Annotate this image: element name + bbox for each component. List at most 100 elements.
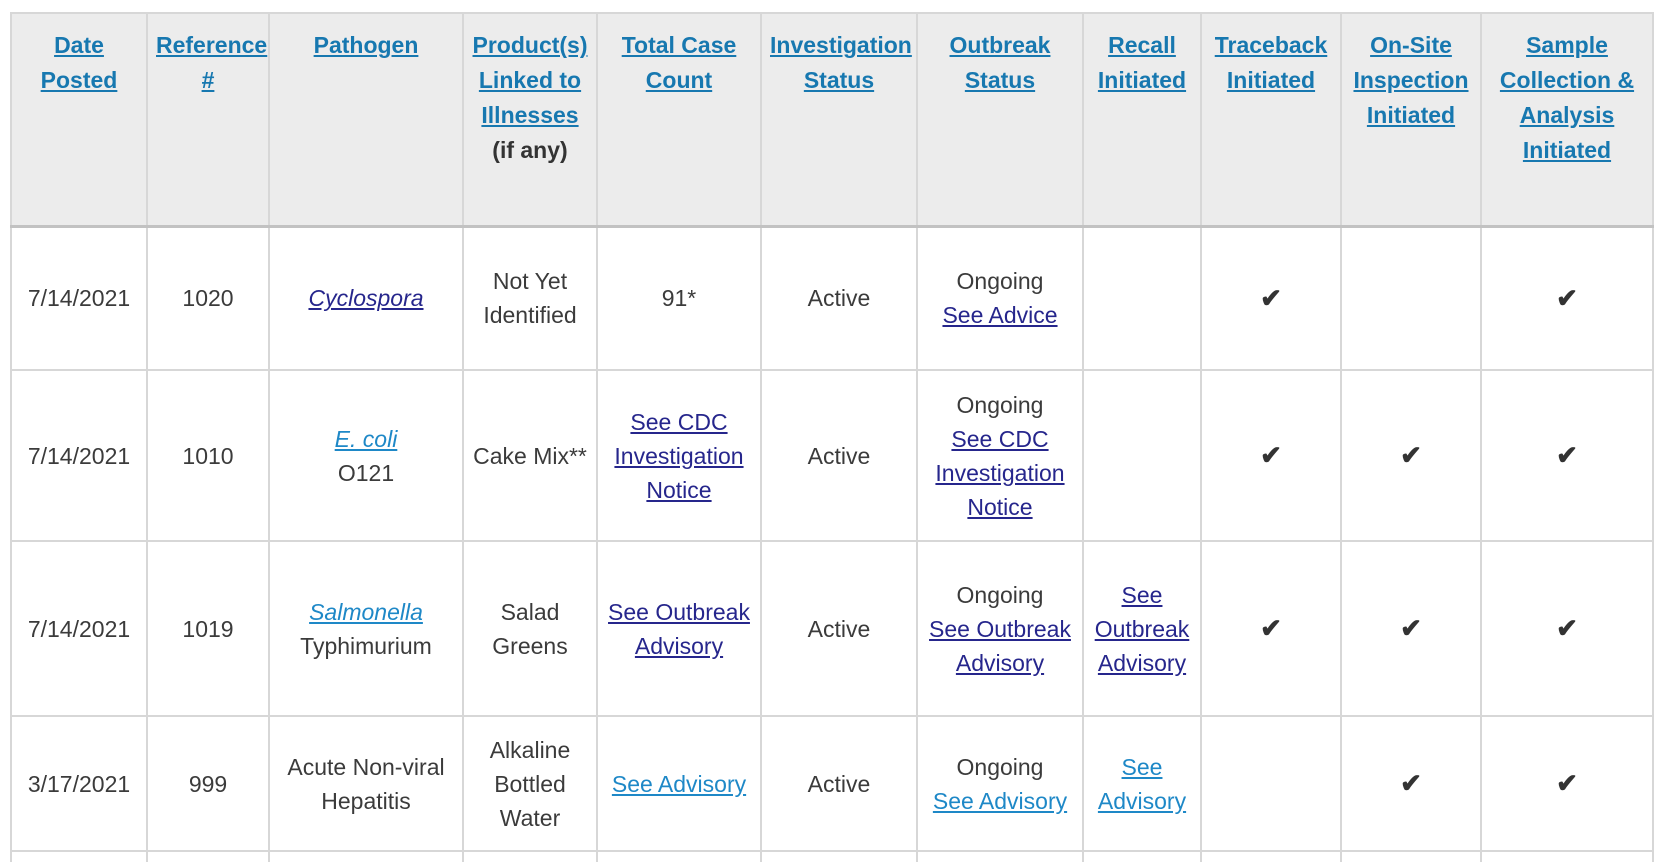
cell-pathogen: Acute Non-viral Hepatitis <box>268 715 464 852</box>
cell-sample-collection: ✔ <box>1480 225 1654 371</box>
cell-onsite-inspection: ✔ <box>1340 715 1482 852</box>
checkmark-icon: ✔ <box>1400 440 1422 470</box>
pathogen-link[interactable]: Cyclospora <box>308 285 424 312</box>
cell-date-posted: 7/14/2021 <box>10 540 148 717</box>
cell-reference-number: 1019 <box>146 540 270 717</box>
case-count-link[interactable]: See CDC Investigation Notice <box>614 408 744 503</box>
cell-product: Salad Greens <box>462 540 598 717</box>
cell-reference-number: 1010 <box>146 369 270 542</box>
cell-investigation-status: Active <box>760 715 918 852</box>
cell-outbreak-status: Ongoing See Advice <box>916 225 1084 371</box>
sort-link-product[interactable]: Product(s) Linked to Illnesses <box>472 32 588 128</box>
case-count-link[interactable]: See Outbreak Advisory <box>608 598 750 659</box>
pathogen-link[interactable]: E. coli <box>334 425 398 452</box>
cell-onsite-inspection: ✔ <box>1340 369 1482 542</box>
sort-link-date-posted[interactable]: Date Posted <box>40 32 118 93</box>
cell-product: Not Yet Identified <box>462 225 598 371</box>
outbreak-advice-link[interactable]: See CDC Investigation Notice <box>935 425 1065 520</box>
column-header-recall: Recall Initiated <box>1082 12 1202 228</box>
sort-link-reference[interactable]: Reference # <box>156 32 268 93</box>
sort-link-investigation-status[interactable]: Investigation Status <box>770 32 912 93</box>
cell-product: Alkaline Bottled Water <box>462 715 598 852</box>
cell-outbreak-status <box>916 850 1084 862</box>
pathogen-text: Acute Non-viral Hepatitis <box>287 753 445 814</box>
outbreak-advice-link[interactable]: See Outbreak Advisory <box>929 615 1071 676</box>
recall-advisory-link[interactable]: See Outbreak Advisory <box>1094 581 1190 676</box>
cell-sample-collection: ✔ <box>1480 369 1654 542</box>
cell-outbreak-status: Ongoing See Advisory <box>916 715 1084 852</box>
cell-reference-number: 1020 <box>146 225 270 371</box>
header-row: Date Posted Reference # Pathogen Product… <box>10 12 1654 228</box>
recall-advisory-link[interactable]: See Advisory <box>1097 753 1187 814</box>
cell-onsite-inspection <box>1340 225 1482 371</box>
cell-investigation-status: Active <box>760 225 918 371</box>
checkmark-icon: ✔ <box>1556 282 1578 313</box>
cell-product: Cake Mix** <box>462 369 598 542</box>
outbreak-status-text: Ongoing <box>956 268 1044 295</box>
cell-case-count: See Advisory <box>596 715 762 852</box>
cell-product <box>462 850 598 862</box>
sort-link-case-count[interactable]: Total Case Count <box>621 32 737 93</box>
cell-sample-collection: ✔ <box>1480 540 1654 717</box>
checkmark-icon: ✔ <box>1400 613 1422 643</box>
column-header-case-count: Total Case Count <box>596 12 762 228</box>
pathogen-strain-text: Typhimurium <box>300 632 432 659</box>
outbreak-advice-link[interactable]: See Advisory <box>932 787 1068 814</box>
cell-recall-initiated: See Advisory <box>1082 715 1202 852</box>
column-header-traceback: Traceback Initiated <box>1200 12 1342 228</box>
cell-traceback-initiated: ✔ <box>1200 540 1342 717</box>
cell-traceback-initiated: ✔ <box>1200 225 1342 371</box>
cell-reference-number <box>146 850 270 862</box>
case-count-link[interactable]: See Advisory <box>611 770 747 797</box>
checkmark-icon: ✔ <box>1556 440 1578 470</box>
sort-link-traceback[interactable]: Traceback Initiated <box>1214 32 1328 93</box>
cell-pathogen: Cyclospora <box>268 225 464 371</box>
cell-recall-initiated <box>1082 850 1202 862</box>
cell-case-count <box>596 850 762 862</box>
cell-investigation-status <box>760 850 918 862</box>
sort-link-outbreak-status[interactable]: Outbreak Status <box>949 32 1051 93</box>
checkmark-icon: ✔ <box>1260 440 1282 470</box>
checkmark-icon: ✔ <box>1260 282 1282 313</box>
table-row-hepatitis: 3/17/2021 999 Acute Non-viral Hepatitis … <box>10 715 1654 852</box>
cell-traceback-initiated <box>1200 850 1342 862</box>
column-header-sample-collection: Sample Collection & Analysis Initiated <box>1480 12 1654 228</box>
cell-pathogen: E. coli O121 <box>268 369 464 542</box>
cell-reference-number: 999 <box>146 715 270 852</box>
outbreak-advice-link[interactable]: See Advice <box>942 302 1058 329</box>
sort-link-sample-collection[interactable]: Sample Collection & Analysis Initiated <box>1499 32 1635 163</box>
column-header-onsite-inspection: On-Site Inspection Initiated <box>1340 12 1482 228</box>
checkmark-icon: ✔ <box>1556 613 1578 643</box>
outbreak-status-text: Ongoing <box>956 391 1044 418</box>
outbreak-status-text: Ongoing <box>956 753 1044 780</box>
pathogen-link[interactable]: Salmonella <box>309 598 423 625</box>
cell-sample-collection <box>1480 850 1654 862</box>
cell-pathogen <box>268 850 464 862</box>
cell-case-count: See CDC Investigation Notice <box>596 369 762 542</box>
checkmark-icon: ✔ <box>1260 613 1282 643</box>
cell-recall-initiated <box>1082 225 1202 371</box>
pathogen-strain-text: O121 <box>337 459 395 486</box>
cell-traceback-initiated <box>1200 715 1342 852</box>
cell-date-posted: 3/17/2021 <box>10 715 148 852</box>
checkmark-icon: ✔ <box>1400 768 1422 798</box>
cell-recall-initiated: See Outbreak Advisory <box>1082 540 1202 717</box>
cell-investigation-status: Active <box>760 369 918 542</box>
cell-date-posted <box>10 850 148 862</box>
column-header-outbreak-status: Outbreak Status <box>916 12 1084 228</box>
column-header-pathogen: Pathogen <box>268 12 464 228</box>
column-header-investigation-status: Investigation Status <box>760 12 918 228</box>
sort-link-recall[interactable]: Recall Initiated <box>1097 32 1187 93</box>
sort-link-onsite-inspection[interactable]: On-Site Inspection Initiated <box>1353 32 1469 128</box>
checkmark-icon: ✔ <box>1556 768 1578 798</box>
cell-outbreak-status: Ongoing See Outbreak Advisory <box>916 540 1084 717</box>
cell-traceback-initiated: ✔ <box>1200 369 1342 542</box>
cell-sample-collection: ✔ <box>1480 715 1654 852</box>
outbreak-investigations-table: Date Posted Reference # Pathogen Product… <box>10 12 1654 862</box>
table-row-salmonella: 7/14/2021 1019 Salmonella Typhimurium Sa… <box>10 540 1654 717</box>
cell-case-count: 91* <box>596 225 762 371</box>
product-suffix-label: (if any) <box>492 137 568 163</box>
column-header-product: Product(s) Linked to Illnesses (if any) <box>462 12 598 228</box>
cell-date-posted: 7/14/2021 <box>10 369 148 542</box>
sort-link-pathogen[interactable]: Pathogen <box>313 32 419 58</box>
